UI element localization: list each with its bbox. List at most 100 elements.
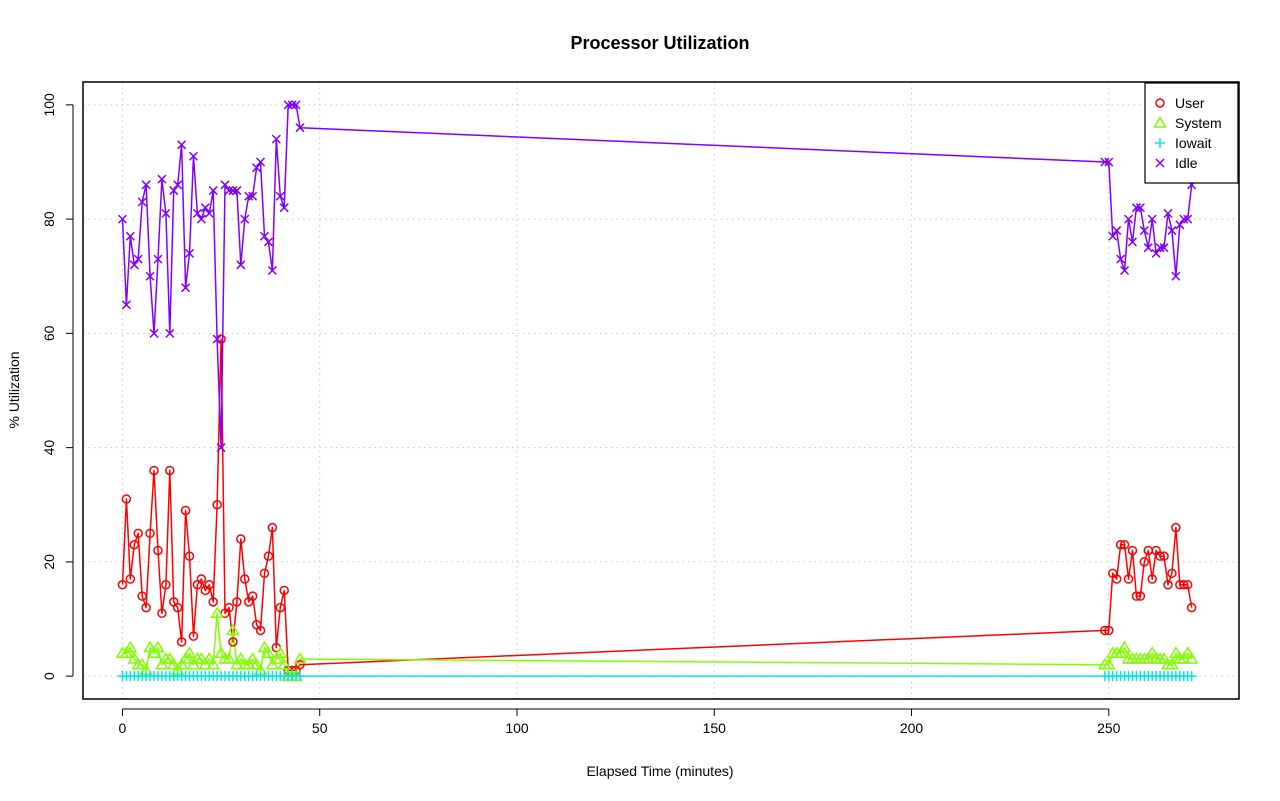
data-point-system <box>119 646 134 659</box>
data-point-idle <box>1147 214 1157 224</box>
data-point-idle <box>228 186 238 196</box>
data-point-idle <box>125 231 135 241</box>
data-point-system <box>206 657 220 670</box>
data-point-idle <box>1104 157 1114 167</box>
data-point-idle <box>1127 237 1138 247</box>
data-point-system <box>202 652 217 664</box>
data-point-user <box>1159 551 1169 561</box>
data-point-idle <box>1135 203 1145 213</box>
data-point-idle <box>1171 271 1181 281</box>
data-point-idle <box>1120 265 1130 276</box>
data-point-system <box>143 640 157 653</box>
data-point-idle <box>1116 254 1126 264</box>
data-point-system <box>269 652 284 664</box>
data-point-system <box>293 652 307 664</box>
data-point-user <box>145 528 155 539</box>
data-point-system <box>166 657 181 670</box>
data-point-idle <box>252 163 262 173</box>
data-point-user <box>141 602 151 613</box>
data-point-idle <box>133 254 143 264</box>
data-point-idle <box>295 123 305 133</box>
data-point-user <box>204 579 215 590</box>
y-axis: 0 20 40 60 80 100 <box>41 93 74 680</box>
data-point-idle <box>196 214 206 224</box>
data-point-idle <box>1155 243 1165 253</box>
data-point-user <box>263 551 274 561</box>
data-point-idle <box>200 203 210 213</box>
x-tick-label: 200 <box>900 720 924 736</box>
series-lines <box>121 104 1193 677</box>
data-point-user <box>117 579 128 590</box>
data-point-system <box>147 646 161 659</box>
data-point-idle <box>149 328 159 338</box>
data-point-user <box>176 637 187 647</box>
data-point-idle <box>181 283 191 293</box>
data-point-system <box>1102 657 1116 670</box>
data-point-idle <box>121 300 131 310</box>
data-point-system <box>1113 646 1128 659</box>
data-point-user <box>1171 522 1181 533</box>
data-point-user <box>255 625 266 636</box>
data-point-idle <box>1112 226 1122 236</box>
data-point-idle <box>224 186 234 196</box>
data-point-idle <box>161 208 171 218</box>
data-point-system <box>1184 652 1199 664</box>
data-point-user <box>224 602 234 613</box>
data-point-user <box>1111 574 1122 584</box>
data-point-system <box>234 652 248 664</box>
series-line-idle <box>121 104 1193 449</box>
legend-label-iowait: Iowait <box>1175 135 1212 151</box>
data-point-system <box>210 606 224 619</box>
data-point-system <box>151 640 165 653</box>
data-point-user <box>1127 545 1138 556</box>
data-point-idle <box>1159 243 1169 253</box>
data-point-idle <box>153 254 163 264</box>
data-point-user <box>1155 551 1165 561</box>
data-point-system <box>257 640 272 653</box>
data-point-user <box>196 574 207 584</box>
data-point-idle <box>157 174 167 184</box>
legend-label-idle: Idle <box>1175 155 1198 171</box>
data-point-idle <box>236 260 246 270</box>
legend-marker-system <box>1153 116 1167 128</box>
data-point-user <box>240 574 250 584</box>
data-point-user <box>121 494 132 504</box>
y-tick-label: 20 <box>41 554 57 570</box>
data-point-system <box>182 646 197 659</box>
data-point-user <box>267 522 278 533</box>
data-point-idle <box>259 231 270 241</box>
data-point-system <box>1165 657 1179 670</box>
data-point-system <box>1176 652 1191 664</box>
data-point-idle <box>165 328 175 338</box>
data-point-idle <box>271 134 281 144</box>
data-point-system <box>174 657 189 670</box>
data-point-user <box>165 465 175 476</box>
data-point-idle <box>287 100 297 110</box>
series-points <box>115 100 1199 682</box>
data-point-user <box>1115 540 1126 550</box>
data-point-system <box>214 646 228 659</box>
data-point-user <box>133 528 143 539</box>
data-point-user <box>1100 625 1110 636</box>
series-line-system <box>122 612 1193 677</box>
data-point-user <box>1119 540 1130 550</box>
data-point-idle <box>240 214 250 224</box>
data-point-user <box>1167 568 1177 579</box>
x-axis-label: Elapsed Time (minutes) <box>586 763 733 779</box>
data-point-idle <box>279 203 289 213</box>
data-point-system <box>249 657 264 670</box>
data-point-system <box>230 657 244 670</box>
data-point-idle <box>248 191 258 201</box>
data-point-user <box>1163 579 1173 590</box>
data-point-system <box>135 657 149 670</box>
data-point-idle <box>275 191 285 201</box>
x-tick-label: 100 <box>505 720 529 736</box>
data-point-system <box>1180 646 1195 659</box>
legend-label-user: User <box>1175 95 1205 111</box>
data-point-user <box>279 585 289 596</box>
data-point-system <box>273 646 288 659</box>
data-point-user <box>295 659 305 670</box>
data-point-system <box>186 657 201 670</box>
data-point-system <box>261 646 276 659</box>
data-point-system <box>1117 640 1132 653</box>
